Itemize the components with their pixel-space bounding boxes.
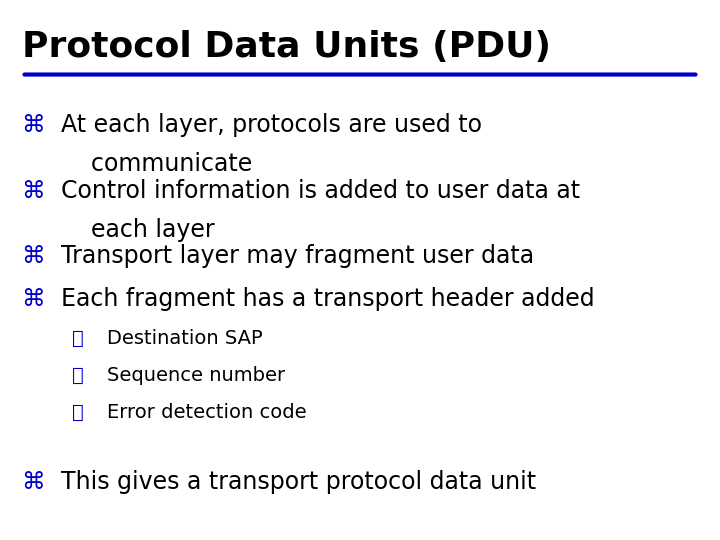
Text: Transport layer may fragment user data: Transport layer may fragment user data (61, 244, 534, 268)
Text: ⌘: ⌘ (22, 179, 45, 203)
Text: Error detection code: Error detection code (107, 403, 306, 422)
Text: ⍓: ⍓ (72, 403, 84, 422)
Text: each layer: each layer (61, 218, 215, 242)
Text: ⍓: ⍓ (72, 366, 84, 385)
Text: communicate: communicate (61, 152, 253, 176)
Text: ⌘: ⌘ (22, 113, 45, 137)
Text: ⌘: ⌘ (22, 470, 45, 494)
Text: Destination SAP: Destination SAP (107, 329, 262, 348)
Text: Protocol Data Units (PDU): Protocol Data Units (PDU) (22, 30, 551, 64)
Text: At each layer, protocols are used to: At each layer, protocols are used to (61, 113, 482, 137)
Text: ⌘: ⌘ (22, 287, 45, 311)
Text: Control information is added to user data at: Control information is added to user dat… (61, 179, 580, 203)
Text: ⍓: ⍓ (72, 329, 84, 348)
Text: Each fragment has a transport header added: Each fragment has a transport header add… (61, 287, 595, 311)
Text: Sequence number: Sequence number (107, 366, 284, 385)
Text: ⌘: ⌘ (22, 244, 45, 268)
Text: This gives a transport protocol data unit: This gives a transport protocol data uni… (61, 470, 536, 494)
